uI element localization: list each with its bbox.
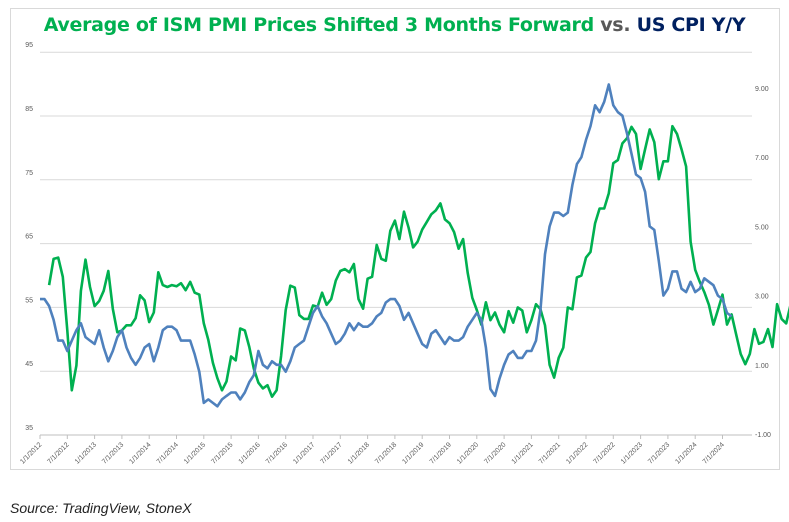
x-tick-label: 1/1/2013 xyxy=(74,441,98,465)
title-ism-part: Average of ISM PMI Prices Shifted 3 Mont… xyxy=(43,14,595,36)
chart-frame xyxy=(10,8,780,470)
x-tick-label: 7/1/2012 xyxy=(46,441,70,465)
y-left-tick-label: 75 xyxy=(25,170,33,177)
x-tick-label: 1/1/2022 xyxy=(565,441,589,465)
y-left-tick-label: 35 xyxy=(25,425,33,432)
x-tick-label: 7/1/2022 xyxy=(592,441,616,465)
y-right-tick-label: 9.00 xyxy=(755,86,769,93)
y-left-tick-label: 45 xyxy=(25,361,33,368)
y-left-tick-label: 95 xyxy=(25,42,33,49)
y-right-tick-label: -1.00 xyxy=(755,432,771,439)
x-axis: 1/1/2012 7/1/2012 1/1/2013 7/1/2013 1/1/2014… xyxy=(19,434,752,466)
x-tick-label: 1/1/2024 xyxy=(674,441,698,465)
cpi-line xyxy=(40,83,733,408)
x-tick-label: 7/1/2017 xyxy=(319,441,343,465)
x-tick-label: 7/1/2019 xyxy=(429,441,453,465)
title-cpi-part: US CPI Y/Y xyxy=(636,14,746,36)
y-right-tick-label: 1.00 xyxy=(755,363,769,370)
y-right-tick-label: 3.00 xyxy=(755,294,769,301)
title-vs-part: vs. xyxy=(593,14,637,36)
chart-title: Average of ISM PMI Prices Shifted 3 Mont… xyxy=(0,14,789,36)
y-axis-left: 35 45 55 65 75 85 95 xyxy=(25,42,33,432)
y-left-tick-label: 85 xyxy=(25,106,33,113)
x-tick-label: 1/1/2016 xyxy=(238,441,262,465)
gridlines xyxy=(40,51,752,436)
x-tick-label: 1/1/2023 xyxy=(620,441,644,465)
y-left-tick-label: 65 xyxy=(25,234,33,241)
x-tick-label: 1/1/2019 xyxy=(401,441,425,465)
y-axis-right: -1.00 1.00 3.00 5.00 7.00 9.00 xyxy=(755,86,771,439)
x-tick-label: 1/1/2018 xyxy=(347,441,371,465)
x-tick-label: 7/1/2020 xyxy=(483,441,507,465)
x-tick-label: 1/1/2012 xyxy=(19,441,43,465)
y-right-tick-label: 5.00 xyxy=(755,224,769,231)
ism-prices-line xyxy=(47,124,789,399)
x-tick-label: 1/1/2014 xyxy=(128,441,152,465)
x-tick-label: 7/1/2024 xyxy=(702,441,726,465)
x-tick-label: 7/1/2016 xyxy=(265,441,289,465)
x-tick-label: 7/1/2021 xyxy=(538,441,562,465)
x-tick-label: 1/1/2020 xyxy=(456,441,480,465)
source-note: Source: TradingView, StoneX xyxy=(10,500,192,516)
x-tick-label: 1/1/2015 xyxy=(183,441,207,465)
x-tick-label: 7/1/2018 xyxy=(374,441,398,465)
x-tick-label: 7/1/2023 xyxy=(647,441,671,465)
x-tick-label: 7/1/2014 xyxy=(156,441,180,465)
x-tick-label: 7/1/2015 xyxy=(210,441,234,465)
y-left-tick-label: 55 xyxy=(25,297,33,304)
series-lines xyxy=(40,83,789,408)
x-tick-label: 1/1/2021 xyxy=(511,441,535,465)
x-tick-label: 7/1/2013 xyxy=(101,441,125,465)
x-tick-label: 1/1/2017 xyxy=(292,441,316,465)
y-right-tick-label: 7.00 xyxy=(755,155,769,162)
